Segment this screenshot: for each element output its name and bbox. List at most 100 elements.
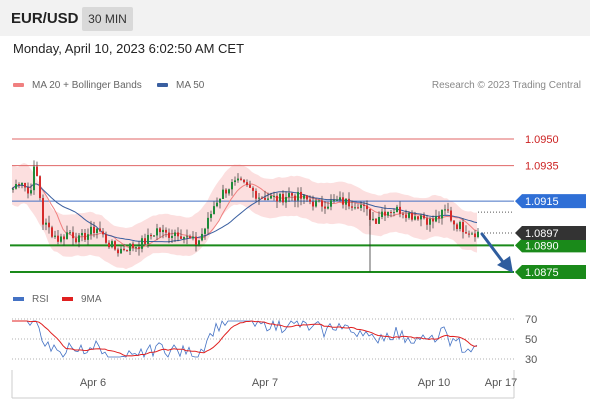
candle xyxy=(54,230,56,239)
candle xyxy=(330,194,332,211)
candle-body xyxy=(342,197,344,205)
candle-body xyxy=(51,227,53,237)
candle xyxy=(132,241,134,252)
candle-body xyxy=(372,218,374,220)
candle-body xyxy=(474,233,476,238)
bollinger-band xyxy=(12,163,477,270)
candle-body xyxy=(462,222,464,233)
candle xyxy=(357,204,359,210)
candle xyxy=(48,215,50,234)
candle-body xyxy=(237,178,239,181)
candle xyxy=(261,196,263,199)
candle-body xyxy=(303,195,305,199)
candle-body xyxy=(327,206,329,209)
candle-body xyxy=(432,218,434,222)
candle-body xyxy=(318,200,320,202)
candle-body xyxy=(240,178,242,180)
candle xyxy=(15,179,17,190)
candle-body xyxy=(75,238,77,243)
rsi-legend-swatch xyxy=(62,297,73,301)
candle-body xyxy=(282,193,284,203)
candle-body xyxy=(321,200,323,207)
candle xyxy=(141,235,143,253)
candle-body xyxy=(81,232,83,236)
candle-body xyxy=(153,235,155,237)
candle-body xyxy=(255,190,257,199)
candle-body xyxy=(450,210,452,221)
candle-body xyxy=(228,189,230,194)
candle-body xyxy=(42,198,44,225)
candle xyxy=(45,218,47,231)
rsi-tick-label: 70 xyxy=(525,314,537,326)
candle xyxy=(429,216,431,232)
candle-body xyxy=(210,214,212,218)
candle xyxy=(84,228,86,242)
candle xyxy=(210,210,212,222)
candle-body xyxy=(204,228,206,234)
candle xyxy=(75,232,77,244)
candle xyxy=(33,160,35,195)
candle xyxy=(204,227,206,240)
candle-body xyxy=(177,232,179,237)
legend-ma20-label: MA 20 + Bollinger Bands xyxy=(32,80,142,91)
candle-body xyxy=(312,201,314,207)
candle-body xyxy=(405,214,407,218)
candle-body xyxy=(471,233,473,235)
candle-body xyxy=(207,217,209,229)
rsi-tick-label: 30 xyxy=(525,354,537,366)
candle-body xyxy=(324,206,326,209)
rsi-ma-line xyxy=(12,320,478,357)
candle xyxy=(258,192,260,205)
resistance-1-label: 1.0935 xyxy=(525,161,559,173)
candle xyxy=(153,234,155,238)
candle xyxy=(333,194,335,204)
candle-body xyxy=(399,206,401,214)
candle xyxy=(150,233,152,240)
candle-body xyxy=(57,235,59,242)
candle xyxy=(96,228,98,239)
candle xyxy=(351,200,353,211)
candle xyxy=(381,208,383,220)
candle-body xyxy=(159,228,161,233)
candle xyxy=(117,247,119,257)
candle xyxy=(111,239,113,249)
candle-body xyxy=(12,188,14,190)
candle xyxy=(273,191,275,201)
candle xyxy=(453,219,455,231)
candle-body xyxy=(123,248,125,251)
candle-body xyxy=(213,206,215,215)
candle xyxy=(459,220,461,232)
candle xyxy=(267,192,269,201)
candle xyxy=(222,184,224,200)
candle-body xyxy=(348,198,350,207)
candle-body xyxy=(291,193,293,196)
candle xyxy=(474,230,476,242)
candle-body xyxy=(195,236,197,245)
candle xyxy=(264,190,266,201)
candle xyxy=(105,231,107,244)
candle-body xyxy=(183,237,185,239)
candle-body xyxy=(72,232,74,239)
candle xyxy=(399,201,401,218)
legend-ma20: MA 20 + Bollinger Bands xyxy=(13,80,142,91)
candle xyxy=(249,180,251,188)
candle-body xyxy=(129,243,131,251)
candle xyxy=(120,246,122,254)
candle-body xyxy=(345,198,347,205)
candle xyxy=(102,228,104,238)
candle-body xyxy=(390,212,392,214)
candle xyxy=(72,226,74,246)
candle-body xyxy=(126,250,128,252)
candle xyxy=(327,201,329,210)
candle xyxy=(450,206,452,223)
candle xyxy=(447,202,449,214)
rsi-legend-swatch xyxy=(13,297,24,301)
candle-body xyxy=(273,195,275,197)
candle xyxy=(426,214,428,230)
candle xyxy=(291,192,293,201)
forecast-arrow-head xyxy=(497,256,513,273)
timeframe-button[interactable]: 30 MIN xyxy=(82,7,133,31)
candle xyxy=(411,210,413,222)
candle xyxy=(294,193,296,208)
candle xyxy=(180,229,182,239)
